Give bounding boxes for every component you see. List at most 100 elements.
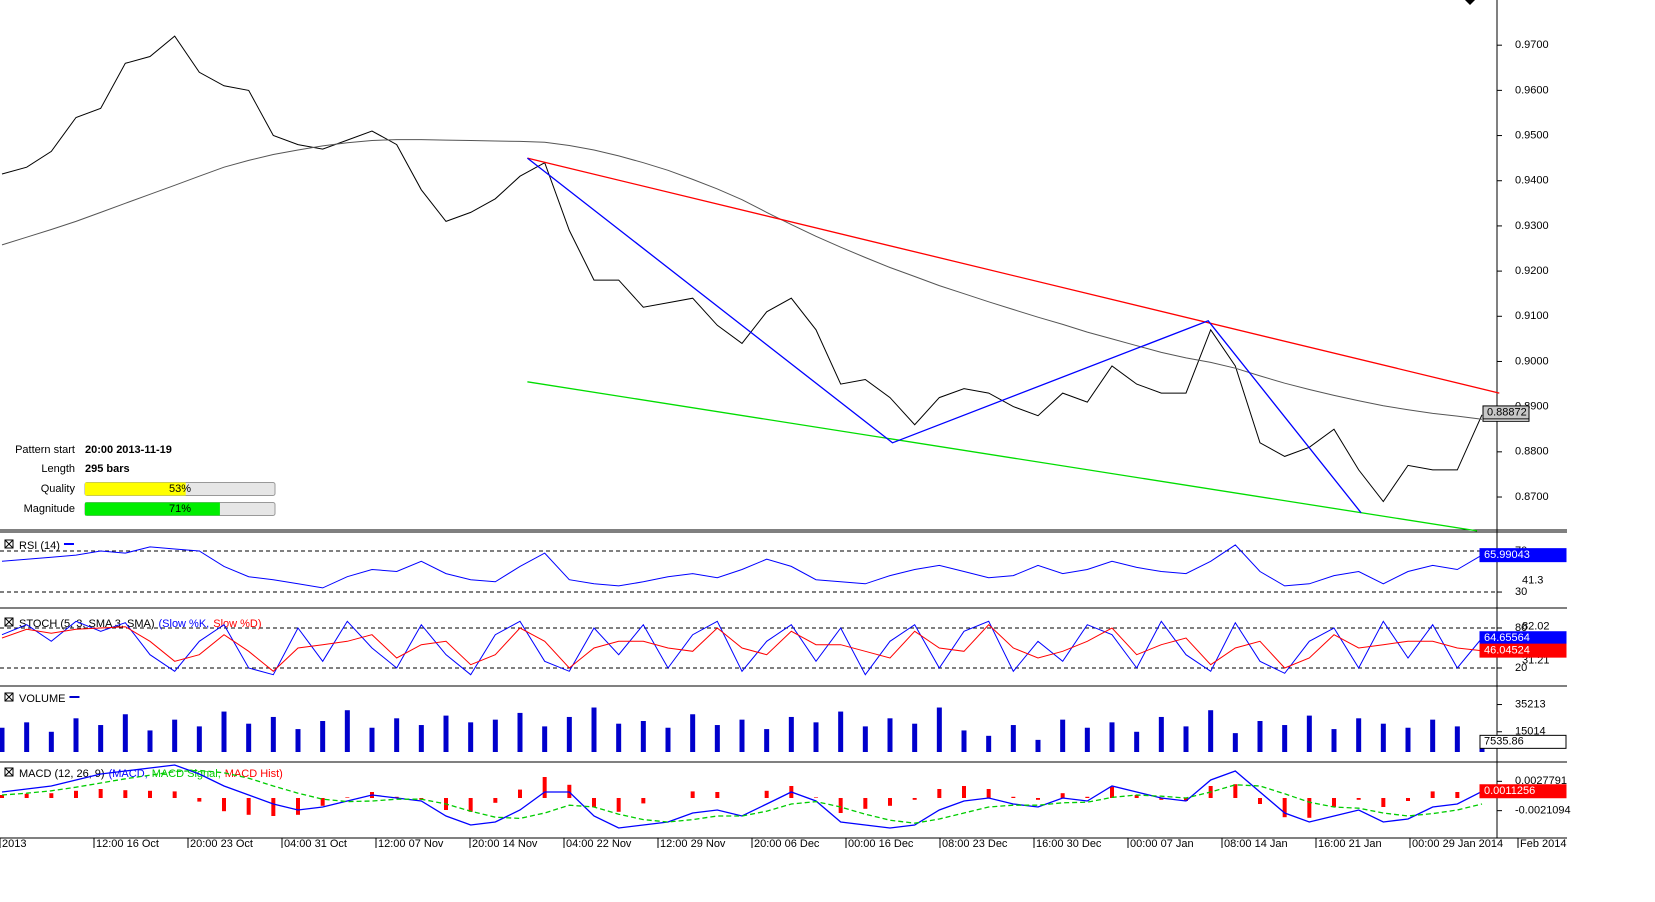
y-tick-label: 80 <box>1515 622 1527 634</box>
marker-label: 82.02 <box>1522 621 1550 633</box>
volume-bar <box>813 722 819 752</box>
hist-bar <box>1036 798 1040 800</box>
current-label: 0.0011256 <box>1484 785 1535 797</box>
volume-bar <box>196 726 202 752</box>
x-tick-label: 16:00 21 Jan <box>1318 838 1382 850</box>
volume-bar <box>270 716 276 752</box>
info-label: Quality <box>41 483 76 495</box>
volume-bar <box>591 707 597 752</box>
volume-bar <box>1084 727 1090 752</box>
hist-bar <box>1134 795 1139 798</box>
legend-entry: MACD Hist) <box>225 768 283 780</box>
close-x <box>4 767 14 777</box>
volume-bar <box>1232 733 1238 752</box>
hist-bar <box>49 793 54 798</box>
x-tick-label: 00:00 29 Jan 2014 <box>1412 838 1503 850</box>
volume-bar <box>690 714 696 752</box>
close-box <box>4 767 14 777</box>
hist-bar <box>123 790 128 798</box>
info-value: 295 bars <box>85 463 130 475</box>
current-box <box>1479 548 1567 563</box>
bar-label: 71% <box>169 503 191 515</box>
info-label: Pattern start <box>15 444 75 456</box>
hist-bar <box>1159 798 1164 800</box>
y-tick-label: 30 <box>1515 586 1527 598</box>
volume-bar <box>394 718 400 752</box>
volume-bar <box>1380 723 1386 752</box>
hist-bar <box>246 798 251 815</box>
hist-bar <box>1110 786 1114 798</box>
volume-bar <box>172 719 178 752</box>
volume-bar <box>1306 715 1312 752</box>
x-tick-label: 20:00 06 Dec <box>754 838 820 850</box>
x-tick-label: 20:00 23 Oct <box>190 838 253 850</box>
hist-bar <box>222 798 226 812</box>
volume-bar <box>862 726 868 752</box>
x-tick-label: 12:00 07 Nov <box>378 838 444 850</box>
y-tick-label: 20 <box>1515 662 1527 674</box>
hist-bar <box>1060 793 1065 798</box>
hist-bar <box>1184 798 1188 801</box>
volume-bar <box>1060 719 1066 752</box>
volume-bar <box>320 721 326 752</box>
volume-bar <box>0 727 5 752</box>
volume-bar <box>1158 716 1164 752</box>
close-box <box>4 617 14 627</box>
hist-bar <box>296 798 300 815</box>
hist-bar <box>1307 798 1312 818</box>
price-box <box>1482 405 1530 420</box>
current-box <box>1479 643 1567 658</box>
panel-title: VOLUME <box>19 693 65 705</box>
pattern-line <box>527 157 1362 514</box>
volume-bar <box>517 712 523 752</box>
hist-bar <box>888 798 892 806</box>
hist-bar <box>715 792 720 798</box>
volume-bar <box>1454 726 1460 752</box>
volume-bar <box>1430 719 1436 752</box>
series-line <box>1 35 1483 503</box>
volume-bar <box>616 723 622 752</box>
volume-bar <box>1356 718 1362 752</box>
panel-title: STOCH (5, 3, SMA 3, SMA) <box>19 618 155 630</box>
hist-bar <box>74 790 78 798</box>
volume-bar <box>468 722 474 752</box>
y-tick-label: -0.0021094 <box>1515 805 1571 817</box>
volume-bar <box>788 716 794 752</box>
volume-bar <box>936 707 942 752</box>
current-label: 46.04524 <box>1484 645 1530 657</box>
hist-bar <box>542 777 547 798</box>
close-box <box>4 692 14 702</box>
close-x <box>4 692 14 702</box>
volume-bar <box>1257 721 1263 752</box>
series-line <box>1 769 1483 824</box>
volume-bar <box>1134 731 1140 752</box>
hist-bar <box>1455 792 1460 798</box>
volume-bar <box>1035 739 1041 752</box>
hist-bar <box>912 798 917 800</box>
volume-bar <box>369 727 375 752</box>
x-tick-label: 00:00 16 Dec <box>848 838 914 850</box>
current-label: 7535.86 <box>1484 736 1524 748</box>
hist-bar <box>468 798 473 812</box>
volume-bar <box>24 722 30 752</box>
hist-bar <box>1356 798 1361 800</box>
hist-bar <box>838 798 843 813</box>
x-tick-label: 12:00 16 Oct <box>96 838 159 850</box>
series-line <box>1 139 1483 420</box>
y-tick-label: 0.9000 <box>1515 355 1549 367</box>
quality-bar <box>85 482 186 496</box>
volume-bar <box>73 718 79 752</box>
current-label: 64.65564 <box>1484 632 1530 644</box>
hist-bar <box>962 786 966 798</box>
hist-bar <box>1430 791 1435 798</box>
volume-bar <box>147 730 153 752</box>
hist-bar <box>1258 798 1262 804</box>
y-tick-label: 0.9700 <box>1515 39 1549 51</box>
volume-bar <box>961 730 967 752</box>
volume-bar <box>1405 727 1411 752</box>
current-box <box>1479 734 1567 749</box>
hist-bar <box>98 789 103 798</box>
hist-bar <box>986 789 991 798</box>
marker-label: 41.3 <box>1522 574 1543 586</box>
